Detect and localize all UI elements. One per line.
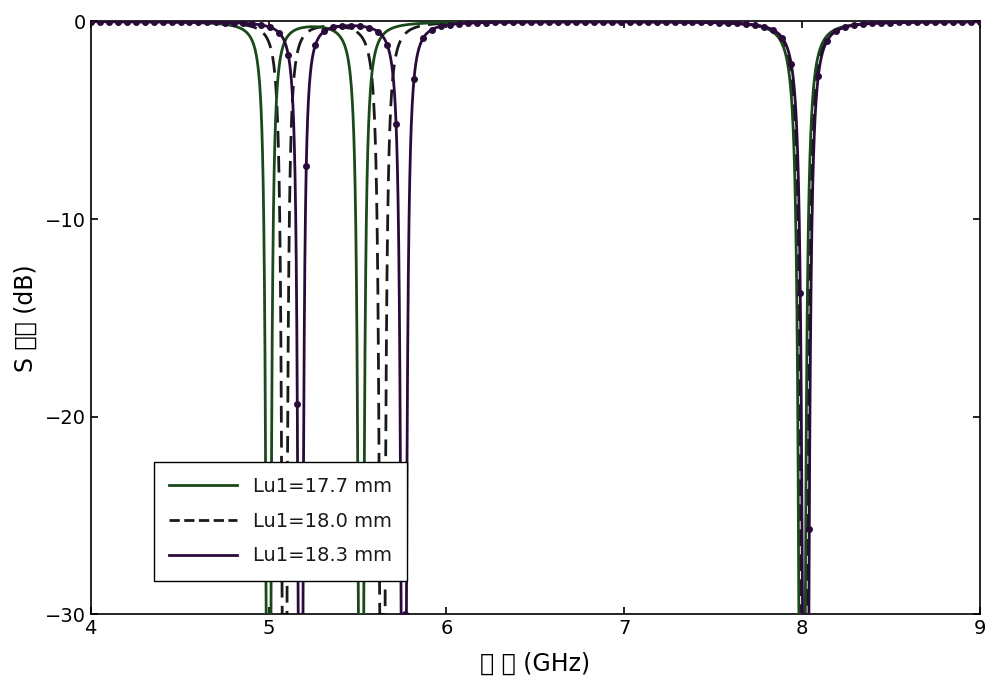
Lu1=18.3 mm [974, 17, 986, 26]
Lu1=18.0 mm [974, 17, 986, 26]
Lu1=18.0 mm [656, 18, 668, 26]
Lu1=18.0 mm [276, 610, 288, 618]
Lu1=17.7 mm [85, 17, 97, 26]
Lu1=18.3 mm [85, 17, 97, 26]
Lu1=18.3 mm [656, 18, 668, 26]
Lu1=18.0 mm [623, 18, 635, 26]
Line: Lu1=17.7 mm: Lu1=17.7 mm [91, 21, 980, 614]
Lu1=17.7 mm [260, 610, 272, 618]
Y-axis label: S 参数 (dB): S 参数 (dB) [14, 264, 38, 372]
Lu1=17.7 mm [974, 17, 986, 26]
Legend: Lu1=17.7 mm, Lu1=18.0 mm, Lu1=18.3 mm: Lu1=17.7 mm, Lu1=18.0 mm, Lu1=18.3 mm [154, 462, 407, 581]
Lu1=18.0 mm [721, 19, 733, 27]
Lu1=17.7 mm [656, 18, 668, 26]
Lu1=17.7 mm [916, 18, 928, 26]
Lu1=18.3 mm [292, 610, 304, 618]
Lu1=18.0 mm [505, 18, 517, 26]
Lu1=18.0 mm [916, 18, 928, 26]
Lu1=17.7 mm [623, 18, 635, 26]
Lu1=18.3 mm [306, 54, 318, 62]
Lu1=18.3 mm [505, 18, 517, 26]
Lu1=17.7 mm [505, 18, 517, 26]
Lu1=18.3 mm [721, 19, 733, 27]
Lu1=18.0 mm [306, 25, 318, 33]
Lu1=17.7 mm [721, 19, 733, 27]
Line: Lu1=18.3 mm: Lu1=18.3 mm [91, 21, 980, 614]
Lu1=18.0 mm [85, 17, 97, 26]
Lu1=18.3 mm [916, 18, 928, 26]
Lu1=17.7 mm [306, 23, 318, 31]
Line: Lu1=18.0 mm: Lu1=18.0 mm [91, 21, 980, 614]
Lu1=18.3 mm [623, 18, 635, 26]
X-axis label: 频 率 (GHz): 频 率 (GHz) [480, 652, 590, 676]
